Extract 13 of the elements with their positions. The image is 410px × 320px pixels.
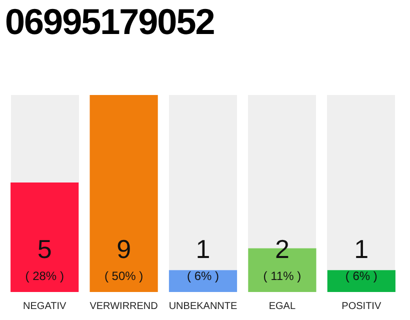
data-label: 1 ( 6% ): [186, 234, 220, 283]
x-tick-label: POSITIV: [342, 300, 382, 312]
x-tick-label: EGAL: [268, 300, 296, 312]
bar: [90, 95, 158, 292]
data-label: 1 ( 6% ): [345, 234, 378, 283]
bar: [168, 270, 238, 292]
x-tick-label: UNBEKANNTE: [168, 300, 238, 312]
data-label: 5 ( 28% ): [25, 234, 64, 283]
bar: [327, 270, 396, 292]
chart-title: 06995179052: [5, 0, 214, 44]
x-tick-label: NEGATIV: [23, 300, 67, 312]
data-label: 9 ( 50% ): [104, 234, 144, 283]
x-tick-label: VERWIRREND: [90, 300, 158, 312]
